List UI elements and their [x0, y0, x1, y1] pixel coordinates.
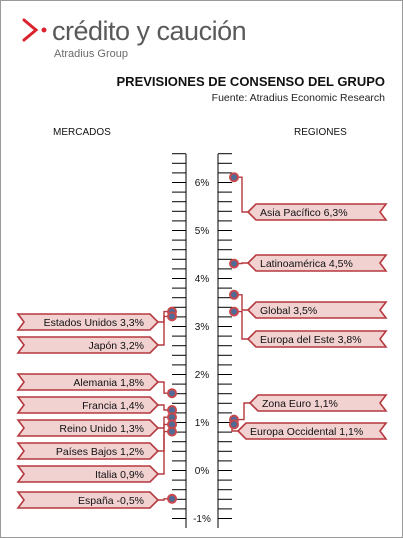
data-point-regiones: [229, 419, 239, 430]
tick-label: 3%: [195, 322, 210, 333]
column-header-mercados: MERCADOS: [53, 127, 111, 138]
logo: crédito y caución Atradius Group: [22, 14, 282, 62]
point-label: Global 3,5%: [260, 305, 317, 317]
label-tag-italia: [16, 465, 160, 483]
label-tag-global: [246, 301, 388, 319]
label-tag-estados-unidos: [16, 313, 160, 331]
chart-title: PREVISIONES DE CONSENSO DEL GRUPO: [116, 74, 385, 89]
data-point-mercados: [167, 311, 177, 322]
tick-label: 4%: [195, 274, 210, 285]
tick-label: 5%: [195, 226, 210, 237]
point-label: Europa Occidental 1,1%: [250, 426, 363, 438]
point-label: Reino Unido 1,3%: [59, 423, 144, 435]
data-point-regiones: [229, 258, 239, 269]
tick-label: 2%: [195, 370, 210, 381]
label-tag-reino-unido: [16, 419, 160, 437]
label-tag-francia: [16, 396, 160, 414]
label-tag-europa-occidental: [236, 422, 388, 440]
point-label: Francia 1,4%: [82, 400, 144, 412]
connector-line: [234, 176, 248, 213]
label-tag-países-bajos: [16, 442, 160, 460]
label-tag-asia-pacífico: [246, 203, 388, 221]
label-tag-europa-del-este: [246, 330, 388, 348]
point-label: Zona Euro 1,1%: [262, 398, 338, 410]
data-point-mercados: [167, 426, 177, 437]
connector-line: [158, 430, 172, 475]
tick-label: 6%: [195, 178, 210, 189]
tick-label: 1%: [195, 418, 210, 429]
label-tag-españa: [16, 491, 160, 509]
label-tag-japón: [16, 336, 160, 354]
data-point-mercados: [167, 493, 177, 504]
data-point-mercados: [167, 388, 177, 399]
point-label: Países Bajos 1,2%: [56, 446, 144, 458]
tick-label: -1%: [193, 514, 211, 525]
point-label: Latinoamérica 4,5%: [260, 258, 353, 270]
label-tag-latinoamérica: [246, 254, 388, 272]
chart-source: Fuente: Atradius Economic Research: [211, 92, 385, 104]
point-label: Japón 3,2%: [89, 340, 144, 352]
data-point-regiones: [229, 172, 239, 183]
point-label: Alemania 1,8%: [73, 377, 144, 389]
label-tag-zona-euro: [248, 394, 388, 412]
point-label: España -0,5%: [78, 495, 144, 507]
data-point-regiones: [229, 289, 239, 300]
tick-label: 0%: [195, 466, 210, 477]
label-tag-alemania: [16, 373, 160, 391]
point-label: Europa del Este 3,8%: [260, 334, 362, 346]
logo-name: crédito y caución: [52, 16, 247, 46]
logo-subtitle: Atradius Group: [54, 48, 128, 60]
column-header-regiones: REGIONES: [294, 127, 347, 138]
point-label: Estados Unidos 3,3%: [44, 317, 144, 329]
data-point-regiones: [229, 306, 239, 317]
logo-mark-icon: [22, 18, 47, 42]
point-label: Asia Pacífico 6,3%: [260, 207, 348, 219]
point-label: Italia 0,9%: [95, 469, 144, 481]
